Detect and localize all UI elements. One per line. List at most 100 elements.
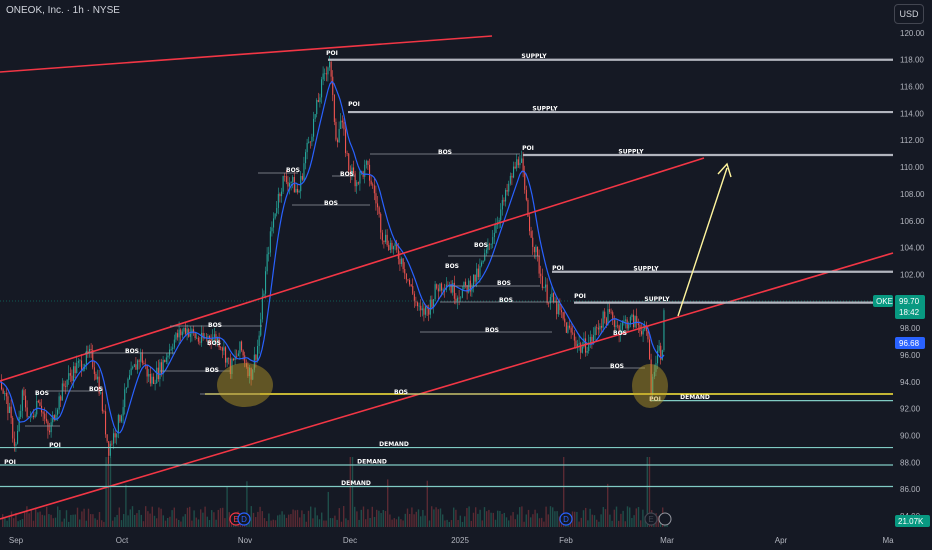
volume-bar xyxy=(349,457,351,527)
volume-bar xyxy=(255,517,257,527)
volume-bar xyxy=(206,516,208,527)
candle-body xyxy=(228,357,230,359)
candle-body xyxy=(207,336,209,339)
candle-body xyxy=(23,390,25,396)
candle-body xyxy=(113,433,115,444)
volume-bar xyxy=(142,521,145,527)
candle-body xyxy=(213,334,215,338)
candle-body xyxy=(233,358,235,361)
candle-body xyxy=(511,175,513,178)
volume-bar xyxy=(426,480,428,527)
volume-bar xyxy=(24,511,26,527)
candle-body xyxy=(260,319,262,336)
volume-bar xyxy=(195,517,197,527)
candle-body xyxy=(274,213,276,219)
candle-body xyxy=(393,246,395,250)
candle-body xyxy=(383,240,385,243)
volume-bar xyxy=(164,520,167,527)
candle-body xyxy=(252,369,254,380)
volume-bar xyxy=(340,521,343,527)
candle-body xyxy=(519,162,521,166)
volume-bar xyxy=(85,520,87,527)
volume-bar xyxy=(169,516,171,527)
candle-body xyxy=(357,182,359,184)
volume-bar xyxy=(136,513,138,527)
candle-body xyxy=(253,354,255,370)
symbol-tag-label: OKE xyxy=(876,297,893,306)
candle-body xyxy=(263,293,265,297)
volume-bar xyxy=(446,519,448,527)
candle-body xyxy=(173,339,175,348)
candle-body xyxy=(257,346,259,360)
volume-bar xyxy=(116,514,118,527)
volume-bar xyxy=(521,506,523,527)
candle-body xyxy=(237,353,239,357)
candle-body xyxy=(106,434,108,442)
candle-body xyxy=(567,325,569,333)
candle-body xyxy=(607,309,609,326)
volume-bar xyxy=(442,514,444,527)
volume-bar xyxy=(305,521,307,527)
volume-bar xyxy=(109,457,112,527)
candle-body xyxy=(37,400,39,403)
candle-body xyxy=(117,415,119,434)
volume-bar xyxy=(261,511,263,527)
supply-label: SUPPLY xyxy=(633,265,659,272)
candle-body xyxy=(658,345,660,351)
volume-bar xyxy=(74,514,76,527)
candle-body xyxy=(381,232,383,241)
candle-body xyxy=(599,325,601,330)
volume-bar xyxy=(217,509,219,527)
candle-body xyxy=(353,167,355,174)
volume-bar xyxy=(54,517,57,527)
candle-body xyxy=(121,415,123,422)
y-tick-label: 116.00 xyxy=(900,83,924,92)
volume-bar xyxy=(178,519,180,527)
candle-body xyxy=(373,185,375,194)
candle-body xyxy=(367,160,369,165)
candle-body xyxy=(649,339,651,360)
candle-body xyxy=(473,274,475,287)
candle-body xyxy=(241,341,243,351)
volume-bar xyxy=(563,457,565,527)
candle-body xyxy=(181,331,183,336)
volume-bar xyxy=(613,509,615,527)
candle-body xyxy=(124,389,126,408)
candle-body xyxy=(265,271,267,294)
candle-body xyxy=(321,79,323,98)
y-tick-label: 118.00 xyxy=(900,56,924,65)
candle-body xyxy=(449,286,451,287)
chart-title: ONEOK, Inc. · 1h · NYSE xyxy=(6,5,120,16)
candle-body xyxy=(292,177,294,182)
candle-body xyxy=(620,329,622,335)
candle-body xyxy=(572,332,574,334)
volume-bar xyxy=(158,507,160,527)
x-tick-label: Mar xyxy=(660,536,674,545)
candle-body xyxy=(332,76,334,95)
candle-body xyxy=(596,327,598,328)
volume-bar xyxy=(279,514,281,527)
candle-body xyxy=(591,336,593,342)
candle-body xyxy=(613,320,615,327)
candle-body xyxy=(573,333,575,341)
volume-bar xyxy=(505,517,508,527)
volume-bar xyxy=(156,518,158,527)
bos-label: BOS xyxy=(324,200,338,207)
volume-bar xyxy=(406,508,409,527)
candle-body xyxy=(119,415,121,422)
volume-bar xyxy=(83,508,85,527)
volume-bar xyxy=(602,507,604,527)
candle-body xyxy=(428,308,430,315)
split-marker xyxy=(658,512,672,526)
volume-bar xyxy=(28,513,30,527)
candle-body xyxy=(202,332,204,339)
volume-bar xyxy=(8,515,10,527)
currency-button[interactable]: USD xyxy=(894,4,924,24)
volume-bar xyxy=(318,519,321,527)
volume-bar xyxy=(556,511,558,527)
candle-body xyxy=(535,246,537,253)
volume-bar xyxy=(228,512,230,527)
candle-body xyxy=(18,416,20,431)
candle-body xyxy=(249,367,251,377)
